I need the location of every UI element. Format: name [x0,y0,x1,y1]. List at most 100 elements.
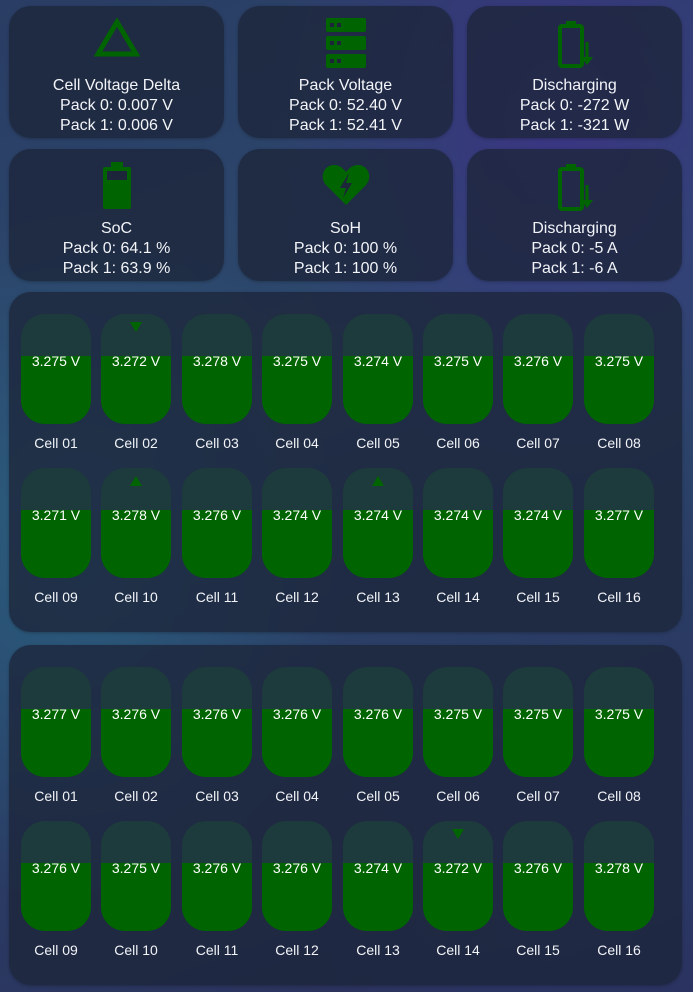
cell-gauge[interactable]: 3.276 V Cell 07 [503,314,573,451]
cell-gauge-body: 3.274 V [262,468,332,578]
cell-voltage: 3.278 V [192,353,242,369]
cell-gauge-fill [423,355,493,424]
cell-gauge-fill [182,708,252,777]
cell-gauge[interactable]: 3.274 V Cell 05 [343,314,413,451]
cell-gauge[interactable]: 3.278 V Cell 10 [101,468,171,605]
cell-gauge[interactable]: 3.278 V Cell 03 [182,314,252,451]
cell-gauge-fill [262,355,332,424]
min-cell-arrow-icon [130,322,142,332]
cell-gauge[interactable]: 3.275 V Cell 10 [101,821,171,958]
cell-gauge[interactable]: 3.274 V Cell 13 [343,821,413,958]
cell-gauge[interactable]: 3.275 V Cell 08 [584,314,654,451]
cell-gauge[interactable]: 3.274 V Cell 13 [343,468,413,605]
cell-voltage: 3.276 V [192,706,242,722]
cell-gauge[interactable]: 3.276 V Cell 11 [182,821,252,958]
discharging-current-card[interactable]: Discharging Pack 0: -5 A Pack 1: -6 A [467,149,682,281]
cell-gauge-fill [343,708,413,777]
cell-gauge-fill [584,862,654,931]
cell-voltage-delta-card[interactable]: Cell Voltage Delta Pack 0: 0.007 V Pack … [9,6,224,138]
cell-voltage: 3.275 V [111,860,161,876]
cell-name: Cell 03 [195,435,239,451]
cell-gauge-fill [343,355,413,424]
cell-gauge-body: 3.276 V [343,667,413,777]
cell-gauge-body: 3.271 V [21,468,91,578]
cell-gauge-body: 3.276 V [182,468,252,578]
card-title: Pack Voltage [298,77,393,94]
cell-gauge-fill [503,509,573,578]
card-value-pack0: Pack 0: 0.007 V [60,97,173,114]
cell-gauge[interactable]: 3.276 V Cell 12 [262,821,332,958]
cell-gauge-body: 3.275 V [584,314,654,424]
pack-voltage-card[interactable]: Pack Voltage Pack 0: 52.40 V Pack 1: 52.… [238,6,453,138]
cell-gauge-fill [21,355,91,424]
cell-gauge-fill [101,355,171,424]
cell-name: Cell 13 [356,942,400,958]
cell-voltage: 3.275 V [31,353,81,369]
soh-card[interactable]: SoH Pack 0: 100 % Pack 1: 100 % [238,149,453,281]
cell-gauge-fill [21,708,91,777]
cell-voltage: 3.275 V [594,353,644,369]
cell-name: Cell 16 [597,589,641,605]
cell-gauge[interactable]: 3.276 V Cell 02 [101,667,171,804]
cell-voltage: 3.272 V [111,353,161,369]
cell-gauge[interactable]: 3.277 V Cell 16 [584,468,654,605]
cell-name: Cell 05 [356,788,400,804]
cell-name: Cell 06 [436,435,480,451]
cell-gauge[interactable]: 3.275 V Cell 06 [423,314,493,451]
cell-gauge[interactable]: 3.278 V Cell 16 [584,821,654,958]
cell-gauge[interactable]: 3.274 V Cell 12 [262,468,332,605]
cell-name: Cell 01 [34,435,78,451]
cell-gauge-body: 3.275 V [423,667,493,777]
cell-gauge[interactable]: 3.275 V Cell 07 [503,667,573,804]
card-value-pack0: Pack 0: -5 A [531,240,618,257]
battery-icon [9,161,224,213]
cell-gauge-fill [423,708,493,777]
cell-gauge[interactable]: 3.277 V Cell 01 [21,667,91,804]
max-cell-arrow-icon [130,476,142,486]
cell-gauge[interactable]: 3.276 V Cell 11 [182,468,252,605]
cell-gauge[interactable]: 3.276 V Cell 04 [262,667,332,804]
cell-gauge-body: 3.274 V [343,468,413,578]
cell-name: Cell 04 [275,435,319,451]
soc-card[interactable]: SoC Pack 0: 64.1 % Pack 1: 63.9 % [9,149,224,281]
cell-name: Cell 09 [34,589,78,605]
card-value-pack1: Pack 1: -6 A [531,260,618,277]
cell-gauge-fill [182,509,252,578]
cell-gauge[interactable]: 3.274 V Cell 15 [503,468,573,605]
cell-voltage: 3.274 V [433,507,483,523]
cell-gauge[interactable]: 3.276 V Cell 15 [503,821,573,958]
triangle-delta-icon [9,18,224,70]
cell-gauge[interactable]: 3.272 V Cell 02 [101,314,171,451]
card-value-pack0: Pack 0: 100 % [293,240,398,257]
cell-gauge-body: 3.278 V [182,314,252,424]
cell-voltage: 3.276 V [353,706,403,722]
cell-voltage: 3.276 V [513,353,563,369]
cell-gauge[interactable]: 3.275 V Cell 08 [584,667,654,804]
cell-name: Cell 14 [436,589,480,605]
cell-voltage: 3.276 V [192,860,242,876]
cell-name: Cell 15 [516,942,560,958]
card-value-pack0: Pack 0: 52.40 V [289,97,402,114]
card-value-pack1: Pack 1: 63.9 % [62,260,171,277]
cell-gauge[interactable]: 3.274 V Cell 14 [423,468,493,605]
cell-voltage: 3.274 V [353,353,403,369]
cell-gauge[interactable]: 3.275 V Cell 01 [21,314,91,451]
cell-gauge[interactable]: 3.272 V Cell 14 [423,821,493,958]
cell-name: Cell 06 [436,788,480,804]
cell-gauge-body: 3.276 V [182,667,252,777]
heart-pulse-icon [238,163,453,215]
cell-gauge-body: 3.274 V [423,468,493,578]
cell-voltage: 3.276 V [513,860,563,876]
discharging-power-card[interactable]: Discharging Pack 0: -272 W Pack 1: -321 … [467,6,682,138]
cell-voltage: 3.276 V [272,860,322,876]
cell-gauge[interactable]: 3.276 V Cell 05 [343,667,413,804]
cell-gauge[interactable]: 3.276 V Cell 09 [21,821,91,958]
cell-gauge[interactable]: 3.275 V Cell 06 [423,667,493,804]
cell-voltage: 3.275 V [272,353,322,369]
cell-name: Cell 02 [114,435,158,451]
cell-gauge[interactable]: 3.276 V Cell 03 [182,667,252,804]
cell-gauge[interactable]: 3.275 V Cell 04 [262,314,332,451]
cell-gauge[interactable]: 3.271 V Cell 09 [21,468,91,605]
battery-discharging-icon [467,20,682,72]
cell-name: Cell 11 [195,589,239,605]
